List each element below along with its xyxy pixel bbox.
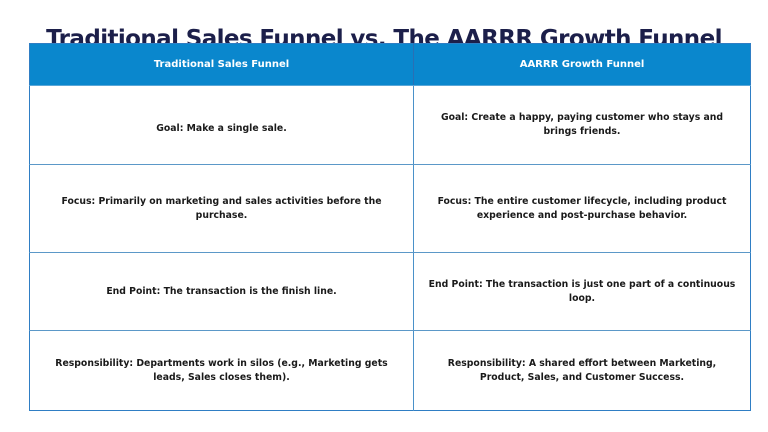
table-row-goal: Goal: Make a single sale. Goal: Create a… — [29, 85, 751, 165]
table-row-focus: Focus: Primarily on marketing and sales … — [29, 164, 751, 253]
comparison-table: Traditional Sales Funnel AARRR Growth Fu… — [29, 43, 751, 411]
cell-aarrr-focus: Focus: The entire customer lifecycle, in… — [413, 164, 751, 253]
cell-traditional-goal: Goal: Make a single sale. — [29, 85, 414, 165]
cell-aarrr-responsibility: Responsibility: A shared effort between … — [447, 357, 717, 383]
table-header-row: Traditional Sales Funnel AARRR Growth Fu… — [29, 43, 751, 86]
column-header-traditional: Traditional Sales Funnel — [29, 43, 414, 86]
cell-traditional-end-point: End Point: The transaction is the finish… — [29, 252, 414, 331]
table-row-end-point: End Point: The transaction is the finish… — [29, 252, 751, 331]
table-row-responsibility: Responsibility: Departments work in silo… — [29, 330, 751, 411]
cell-traditional-focus: Focus: Primarily on marketing and sales … — [29, 164, 414, 253]
cell-traditional-responsibility: Responsibility: Departments work in silo… — [29, 330, 414, 411]
cell-aarrr-goal: Goal: Create a happy, paying customer wh… — [413, 85, 751, 165]
column-header-aarrr: AARRR Growth Funnel — [413, 43, 751, 86]
cell-aarrr-end-point: End Point: The transaction is just one p… — [413, 252, 751, 331]
